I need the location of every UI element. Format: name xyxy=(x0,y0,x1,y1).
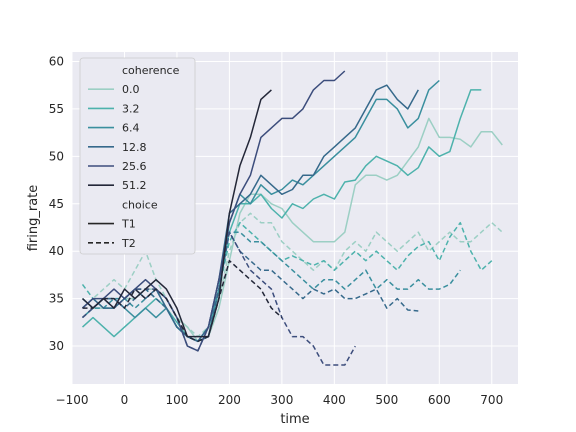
legend-box xyxy=(79,57,196,255)
legend-label-0-0: 0.0 xyxy=(122,83,140,96)
y-tick-label: 40 xyxy=(49,244,64,258)
series-line-51-2-t2 xyxy=(82,259,283,343)
x-tick-label: 500 xyxy=(375,393,398,407)
y-axis-label: firing_rate xyxy=(26,185,41,252)
series-line-6-4-t1 xyxy=(81,79,440,343)
x-axis-label: time xyxy=(280,412,309,427)
legend-label-25-6: 25.6 xyxy=(122,160,147,173)
legend-label-12-8: 12.8 xyxy=(122,141,147,154)
y-tick-label: 50 xyxy=(49,149,64,163)
legend-label-coherence: coherence xyxy=(122,64,180,77)
x-tick-label: 0 xyxy=(121,393,129,407)
x-tick-label: 300 xyxy=(270,393,293,407)
series-line-51-2-t1 xyxy=(81,89,272,338)
y-tick-label: 55 xyxy=(49,102,64,116)
legend-label-t2: T2 xyxy=(121,237,136,250)
y-tick-label: 35 xyxy=(49,292,64,306)
x-tick-label: −100 xyxy=(56,393,89,407)
y-tick-labels: 30 35 40 45 50 55 60 xyxy=(49,54,64,353)
legend-label-6-4: 6.4 xyxy=(122,122,140,135)
legend-label-3-2: 3.2 xyxy=(122,102,140,115)
x-tick-label: 400 xyxy=(323,393,346,407)
y-tick-label: 60 xyxy=(49,54,64,68)
series-line-6-4-t2 xyxy=(81,231,461,343)
x-tick-labels: −100 0 100 200 300 400 500 600 700 xyxy=(56,393,504,407)
series-line-25-6-t2 xyxy=(81,231,356,366)
series-lines xyxy=(81,70,503,366)
legend-label-t1: T1 xyxy=(121,218,136,231)
legend-label-choice: choice xyxy=(122,198,158,211)
y-tick-label: 30 xyxy=(49,339,64,353)
series-line-3-2-t1 xyxy=(81,89,482,343)
x-tick-label: 700 xyxy=(480,393,503,407)
x-tick-label: 200 xyxy=(218,393,241,407)
x-tick-label: 600 xyxy=(428,393,451,407)
y-tick-label: 45 xyxy=(49,197,64,211)
legend: coherence 0.0 3.2 6.4 12.8 25.6 51.2 choice T1 T2 xyxy=(79,57,196,255)
legend-label-51-2: 51.2 xyxy=(122,179,147,192)
x-tick-label: 100 xyxy=(165,393,188,407)
